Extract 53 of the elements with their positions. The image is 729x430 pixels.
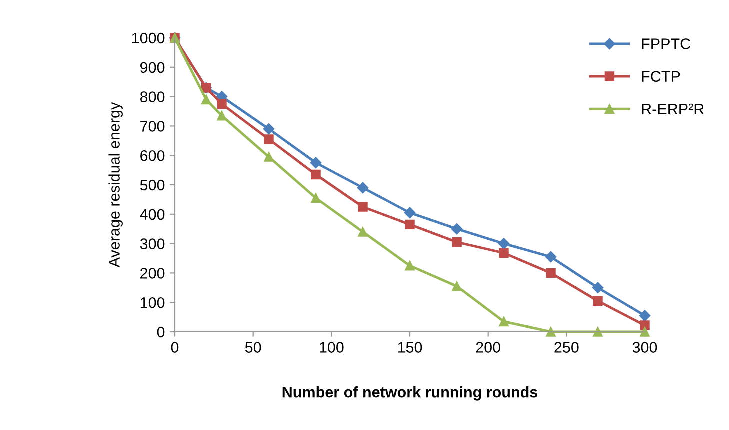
point bbox=[310, 157, 322, 169]
y-tick-label: 900 bbox=[140, 62, 165, 74]
y-tick-label: 700 bbox=[140, 121, 165, 132]
point bbox=[451, 223, 463, 235]
y-tick-label: 400 bbox=[140, 209, 165, 220]
x-tick-label: 0 bbox=[171, 342, 179, 353]
point bbox=[593, 327, 603, 337]
point bbox=[404, 207, 416, 219]
y-tick-label: 200 bbox=[140, 268, 165, 279]
point bbox=[640, 327, 650, 337]
point bbox=[452, 282, 462, 292]
point bbox=[311, 193, 321, 204]
x-axis-title: Number of network running rounds bbox=[282, 386, 538, 401]
x-tick-label: 300 bbox=[632, 342, 658, 353]
point bbox=[498, 238, 510, 250]
y-tick-label: 800 bbox=[140, 92, 165, 102]
point bbox=[264, 152, 274, 162]
legend-label: FCTP bbox=[642, 71, 680, 82]
point bbox=[405, 220, 415, 230]
point bbox=[264, 134, 274, 144]
y-tick-label: 300 bbox=[140, 238, 165, 250]
point bbox=[263, 124, 275, 135]
x-tick-label: 200 bbox=[476, 342, 500, 353]
point bbox=[546, 327, 556, 337]
point bbox=[452, 237, 462, 248]
point bbox=[217, 111, 227, 121]
x-tick-label: 100 bbox=[320, 342, 344, 353]
y-axis-title: Average residual energy bbox=[108, 102, 123, 268]
y-tick-label: 500 bbox=[140, 180, 165, 191]
point bbox=[640, 320, 650, 330]
point bbox=[499, 248, 509, 258]
point bbox=[639, 310, 651, 322]
x-tick-label: 50 bbox=[245, 342, 262, 353]
point bbox=[546, 268, 556, 278]
point bbox=[357, 182, 369, 194]
legend-label: R-ERP²R bbox=[642, 104, 704, 114]
y-tick-label: 0 bbox=[157, 326, 165, 338]
point bbox=[201, 94, 212, 105]
x-tick-label: 150 bbox=[398, 342, 422, 353]
y-tick-label: 1000 bbox=[132, 32, 165, 44]
point bbox=[311, 170, 321, 180]
point bbox=[217, 99, 227, 110]
y-tick-label: 600 bbox=[140, 150, 165, 162]
point bbox=[592, 282, 604, 294]
legend-label: FPPTC bbox=[642, 38, 691, 50]
point bbox=[499, 316, 509, 327]
point bbox=[358, 227, 368, 237]
y-tick-label: 100 bbox=[140, 297, 165, 308]
point bbox=[545, 251, 557, 263]
point bbox=[358, 202, 368, 212]
point bbox=[593, 296, 603, 306]
point bbox=[405, 260, 415, 271]
x-tick-label: 250 bbox=[554, 342, 579, 353]
